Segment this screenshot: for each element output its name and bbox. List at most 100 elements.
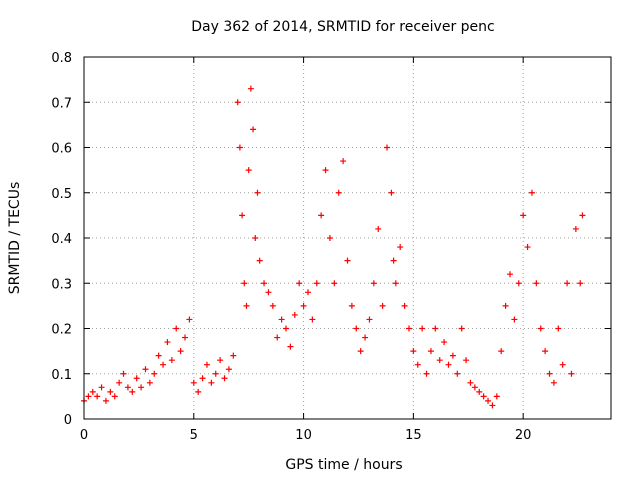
data-point [182,334,189,341]
data-point [559,361,566,368]
data-point [577,280,584,287]
data-point [221,375,228,382]
data-point [247,85,254,92]
data-point [384,144,391,151]
y-tick-label: 0.6 [51,142,72,157]
data-point [506,271,513,278]
data-point [427,348,434,355]
x-tick-label: 10 [295,428,312,443]
data-point [390,257,397,264]
data-point [239,212,246,219]
data-point [142,366,149,373]
data-point [234,99,241,106]
data-point [348,302,355,309]
data-point [379,302,386,309]
data-point [160,361,167,368]
axis-ticks: 0 5 10 15 20 0 0.1 0.2 0.3 0.4 0.5 0.6 0.7 0.8 [51,51,611,443]
data-point [212,370,219,377]
data-point [370,280,377,287]
data-point [85,393,92,400]
y-tick-label: 0.4 [51,232,72,247]
data-point [322,167,329,174]
data-point [533,280,540,287]
data-point [441,339,448,346]
data-point [436,357,443,364]
y-tick-label: 0.3 [51,277,72,292]
data-point [357,348,364,355]
data-point [550,379,557,386]
data-point [362,334,369,341]
data-point [203,361,210,368]
data-point [256,257,263,264]
data-point [102,397,109,404]
data-point [241,280,248,287]
data-point [265,289,272,296]
data-point [467,379,474,386]
data-point [120,370,127,377]
data-point [217,357,224,364]
data-point [375,225,382,232]
data-point [318,212,325,219]
data-point [287,343,294,350]
data-point [344,257,351,264]
x-tick-label: 5 [190,428,198,443]
data-point [353,325,360,332]
data-point [326,235,333,241]
data-point [515,280,522,287]
x-tick-label: 15 [405,428,422,443]
data-point [572,225,579,232]
data-point [254,189,261,196]
data-point [401,302,408,309]
data-point [146,379,153,386]
y-tick-label: 0.8 [51,51,72,66]
data-point [313,280,320,287]
chart-title: Day 362 of 2014, SRMTID for receiver pen… [191,19,494,35]
data-series-points [81,85,586,409]
data-point [419,325,426,332]
data-point [129,388,136,395]
data-point [278,316,285,323]
data-point [331,280,338,287]
data-point [304,289,311,296]
data-point [190,379,197,386]
data-point [243,302,250,309]
data-point [94,393,101,400]
data-point [300,302,307,309]
data-point [471,384,478,391]
data-point [432,325,439,332]
data-point [542,348,549,355]
y-axis-label: SRMTID / TECUs [7,182,23,295]
data-point [195,388,202,395]
data-point [177,348,184,355]
data-point [511,316,518,323]
data-point [236,144,243,151]
data-point [186,316,193,323]
data-point [546,370,553,377]
data-point [445,361,452,368]
data-point [335,189,342,196]
data-point [423,370,430,377]
data-point [269,302,276,309]
data-point [537,325,544,332]
data-point [89,388,96,395]
data-point [397,244,404,251]
data-point [124,384,131,391]
data-point [405,325,412,332]
data-point [524,244,531,251]
data-point [168,357,175,364]
y-tick-label: 0.5 [51,187,72,202]
y-tick-label: 0.7 [51,96,72,111]
data-point [283,325,290,332]
data-point [133,375,140,382]
data-point [225,366,232,373]
data-point [485,397,492,404]
data-point [564,280,571,287]
data-point [291,311,298,318]
y-tick-label: 0.1 [51,368,72,383]
data-point [107,388,114,395]
data-point [449,352,456,359]
data-point [463,357,470,364]
data-point [245,167,252,174]
data-point [164,339,171,346]
